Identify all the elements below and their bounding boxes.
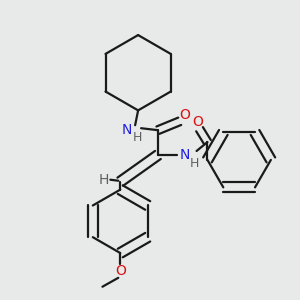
Text: H: H xyxy=(98,173,109,187)
Text: N: N xyxy=(122,123,132,137)
Text: H: H xyxy=(132,130,142,144)
Text: H: H xyxy=(190,158,199,170)
Text: O: O xyxy=(192,115,203,129)
Text: O: O xyxy=(179,108,190,122)
Text: N: N xyxy=(179,148,190,162)
Text: O: O xyxy=(115,264,126,278)
